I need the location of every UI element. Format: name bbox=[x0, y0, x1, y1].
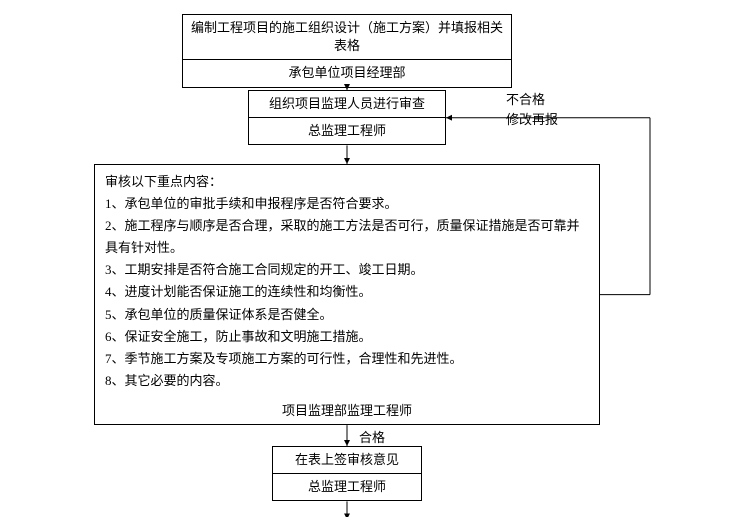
edge-label-fail: 不合格 修改再报 bbox=[506, 90, 558, 129]
review-item: 4、进度计划能否保证施工的连续性和均衡性。 bbox=[105, 281, 589, 303]
node-title: 组织项目监理人员进行审查 bbox=[249, 91, 445, 118]
review-content-body: 审核以下重点内容： 1、承包单位的审批手续和申报程序是否符合要求。2、施工程序与… bbox=[95, 165, 599, 398]
review-item: 8、其它必要的内容。 bbox=[105, 370, 589, 392]
node-sub: 总监理工程师 bbox=[249, 118, 445, 144]
review-item: 2、施工程序与顺序是否合理，采取的施工方法是否可行，质量保证措施是否可靠并具有针… bbox=[105, 215, 589, 259]
edge-label-pass: 合格 bbox=[359, 428, 385, 448]
flow-node-prepare-plan: 编制工程项目的施工组织设计（施工方案）并填报相关表格 承包单位项目经理部 bbox=[182, 14, 512, 88]
node-title: 编制工程项目的施工组织设计（施工方案）并填报相关表格 bbox=[183, 15, 511, 60]
node-sub: 项目监理部监理工程师 bbox=[95, 398, 599, 424]
review-item: 3、工期安排是否符合施工合同规定的开工、竣工日期。 bbox=[105, 259, 589, 281]
review-item: 7、季节施工方案及专项施工方案的可行性，合理性和先进性。 bbox=[105, 348, 589, 370]
node-sub: 总监理工程师 bbox=[273, 474, 421, 500]
review-item: 1、承包单位的审批手续和申报程序是否符合要求。 bbox=[105, 193, 589, 215]
flow-node-review-content: 审核以下重点内容： 1、承包单位的审批手续和申报程序是否符合要求。2、施工程序与… bbox=[94, 164, 600, 425]
review-items: 1、承包单位的审批手续和申报程序是否符合要求。2、施工程序与顺序是否合理，采取的… bbox=[105, 193, 589, 392]
node-title: 在表上签审核意见 bbox=[273, 447, 421, 474]
node-sub: 承包单位项目经理部 bbox=[183, 60, 511, 86]
review-heading: 审核以下重点内容： bbox=[105, 171, 589, 193]
flow-node-organize-review: 组织项目监理人员进行审查 总监理工程师 bbox=[248, 90, 446, 145]
flow-node-sign-opinion: 在表上签审核意见 总监理工程师 bbox=[272, 446, 422, 501]
review-item: 5、承包单位的质量保证体系是否健全。 bbox=[105, 304, 589, 326]
review-item: 6、保证安全施工，防止事故和文明施工措施。 bbox=[105, 326, 589, 348]
